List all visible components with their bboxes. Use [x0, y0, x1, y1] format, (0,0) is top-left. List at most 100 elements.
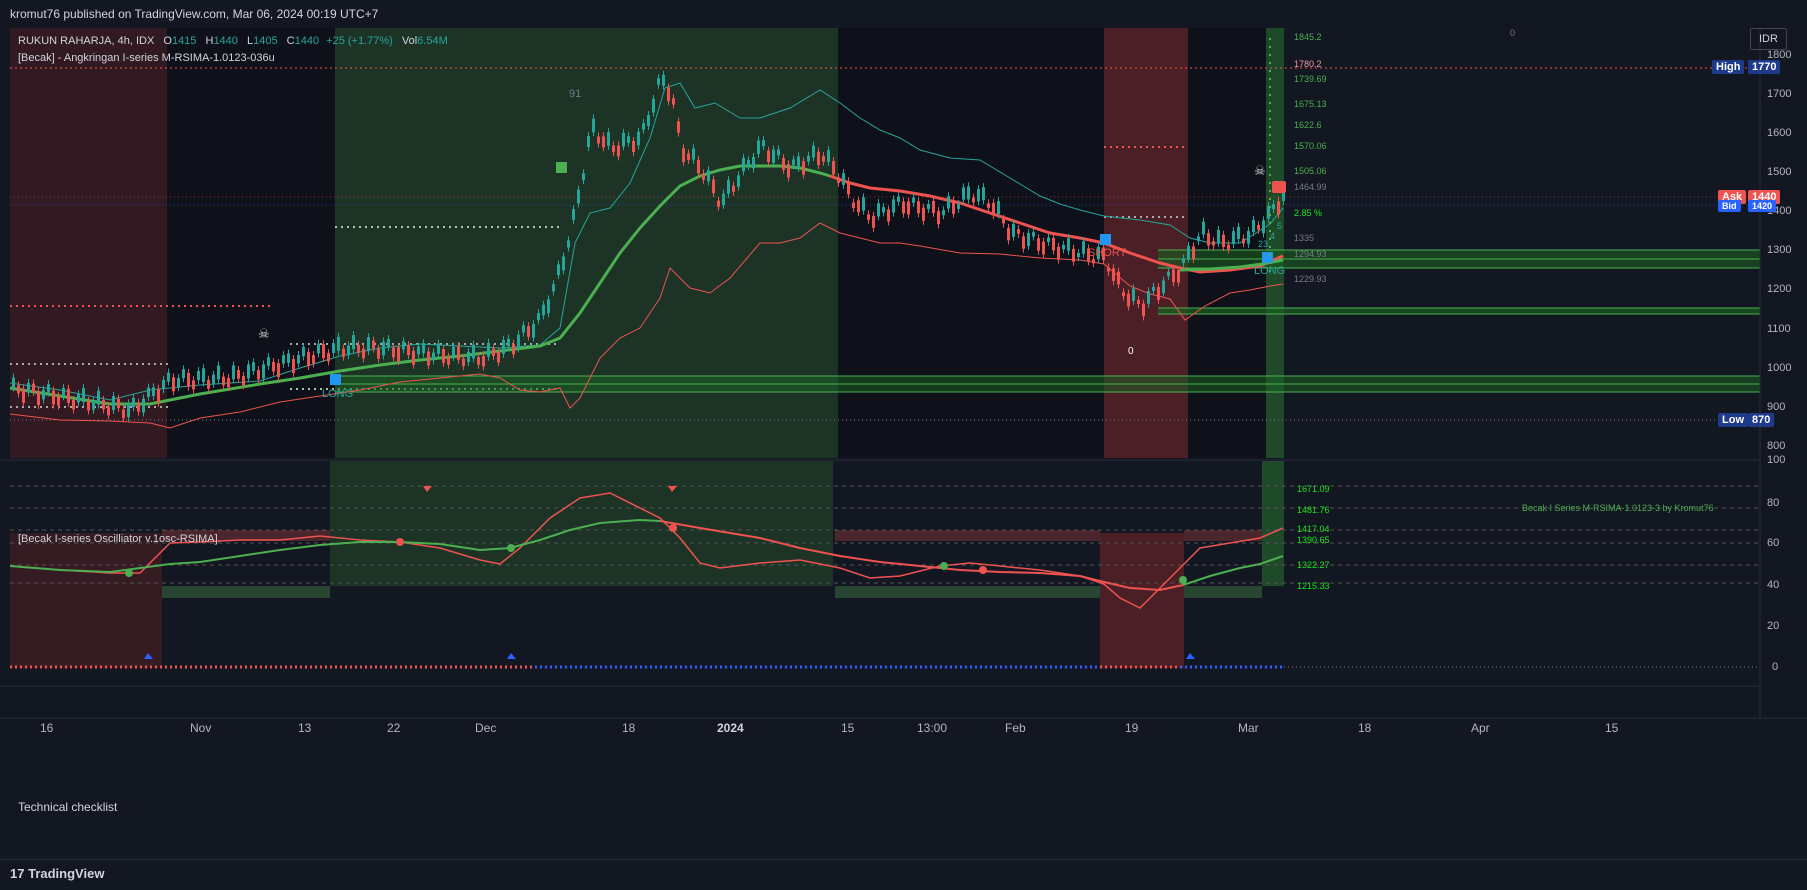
candle-body	[342, 348, 345, 357]
candle-body	[227, 377, 230, 388]
time-tick: 19	[1125, 721, 1139, 735]
candle-body	[497, 351, 500, 363]
tradingview-logo[interactable]: 17 TradingView	[10, 866, 104, 881]
candle-body	[1007, 228, 1010, 241]
candle-body	[777, 149, 780, 156]
candle-body	[517, 334, 520, 349]
low-label: Low	[1718, 413, 1748, 427]
candle-body	[667, 87, 670, 102]
candle-body	[582, 173, 585, 181]
candle-body	[1032, 232, 1035, 237]
candle-body	[422, 343, 425, 354]
candle-body	[97, 390, 100, 405]
osc-zone-red-2	[1100, 533, 1184, 668]
candle-body	[352, 335, 355, 350]
osc-zone-green-2	[1262, 461, 1284, 586]
chart-area[interactable]: RUKUN RAHARJA, 4h, IDX O1415 H1440 L1405…	[0, 28, 1807, 859]
candle-body	[262, 364, 265, 379]
candle-body	[32, 383, 35, 392]
candle-body	[937, 211, 940, 225]
candle-body	[457, 346, 460, 360]
candle-body	[157, 388, 160, 403]
candle-body	[1237, 226, 1240, 240]
candle-body	[1142, 303, 1145, 317]
price-tick: 1600	[1767, 127, 1792, 139]
candle-body	[142, 398, 145, 413]
candle-body	[1182, 258, 1185, 263]
candle-body	[692, 148, 695, 160]
low-value: 1405	[253, 35, 278, 47]
skull-icon: ☠	[1254, 163, 1266, 178]
candle-body	[1172, 269, 1175, 283]
candle-body	[837, 177, 840, 183]
candle-body	[482, 356, 485, 367]
open-value: 1415	[171, 35, 197, 47]
lock-signal	[1272, 181, 1286, 193]
candle-body	[1012, 223, 1015, 237]
candle-body	[887, 209, 890, 222]
candle-body	[292, 358, 295, 373]
symbol-legend[interactable]: RUKUN RAHARJA, 4h, IDX O1415 H1440 L1405…	[18, 35, 448, 47]
candle-body	[332, 343, 335, 353]
candle-body	[827, 150, 830, 162]
osc-indicator-legend[interactable]: [Becak I-series Oscilliator v.1osc-RSIMA…	[18, 533, 218, 545]
candle-body	[992, 202, 995, 216]
candle-body	[1042, 241, 1045, 255]
volume-label: Vol	[401, 35, 418, 47]
candle-body	[1222, 234, 1225, 248]
candle-body	[477, 357, 480, 365]
watermark-text: Becak I Series M-RSIMA-1.0123-3 by Kromu…	[1522, 503, 1714, 513]
technical-checklist[interactable]: Technical checklist	[18, 800, 118, 814]
candle-body	[487, 342, 490, 357]
currency-button[interactable]: IDR	[1750, 28, 1787, 50]
candle-body	[247, 364, 250, 379]
candle-body	[622, 132, 625, 147]
candle-body	[77, 393, 80, 403]
candle-body	[1177, 270, 1180, 283]
candle-body	[1197, 236, 1200, 241]
candle-body	[1097, 246, 1100, 260]
time-tick: 18	[1358, 721, 1372, 735]
candle-body	[372, 340, 375, 349]
wave-4: 4	[1270, 231, 1276, 241]
main-indicator-legend[interactable]: [Becak] - Angkringan I-series M-RSIMA-1.…	[18, 52, 275, 64]
candle-body	[1002, 218, 1005, 224]
candle-body	[812, 145, 815, 158]
time-tick: 18	[622, 721, 636, 735]
candle-body	[727, 180, 730, 194]
tradingview-brand: TradingView	[28, 866, 105, 881]
osc-tick: 60	[1767, 537, 1780, 549]
candle-body	[762, 140, 765, 147]
target-6: 1505.06	[1294, 166, 1327, 176]
candle-body	[242, 375, 245, 386]
candle-body	[707, 170, 710, 182]
candle-body	[17, 385, 20, 394]
candle-body	[392, 347, 395, 358]
candle-body	[192, 380, 195, 390]
candle-body	[632, 141, 635, 153]
price-tick: 1000	[1767, 362, 1792, 374]
candle-body	[607, 132, 610, 146]
osc-slow-line	[9, 518, 661, 574]
target-7: 1464.99	[1294, 182, 1327, 192]
zone-red-2	[1104, 28, 1188, 458]
candle-body	[267, 357, 270, 366]
candle-body	[1112, 268, 1115, 281]
candle-body	[442, 349, 445, 363]
candle-body	[597, 136, 600, 144]
candle-body	[1127, 293, 1130, 307]
publish-info: kromut76 published on TradingView.com, M…	[10, 7, 379, 21]
candle-body	[122, 409, 125, 419]
candle-body	[562, 256, 565, 271]
candle-body	[952, 200, 955, 214]
high-value: 1770	[1748, 60, 1781, 74]
candle-body	[982, 187, 985, 201]
candle-body	[67, 388, 70, 403]
candle-body	[1082, 241, 1085, 254]
candle-body	[807, 155, 810, 162]
candle-body	[797, 156, 800, 168]
candle-body	[347, 345, 350, 356]
candle-body	[537, 313, 540, 321]
chart-canvas[interactable]	[0, 28, 1807, 859]
candle-body	[867, 214, 870, 220]
